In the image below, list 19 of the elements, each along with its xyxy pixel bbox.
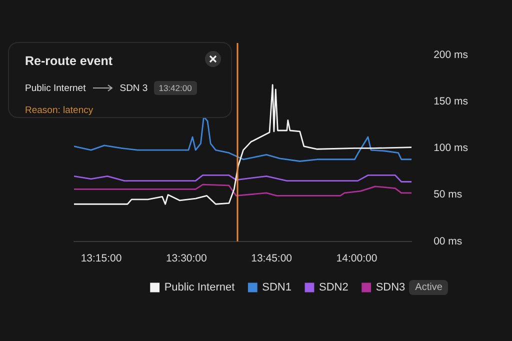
annotation: SDN 3 xyxy=(120,82,148,94)
annotation: 13:42:00 xyxy=(154,81,197,95)
x-tick-label: 13:15:00 xyxy=(80,252,122,265)
y-tick-label: 200 ms xyxy=(434,48,468,61)
y-tick-label: 150 ms xyxy=(434,95,468,108)
x-tick-label: 13:30:00 xyxy=(166,252,208,265)
legend-label: SDN3 xyxy=(376,282,406,294)
legend-label: SDN1 xyxy=(262,282,292,294)
annotation: Re-route event xyxy=(25,54,113,68)
legend-label: Public Internet xyxy=(164,282,235,294)
legend-label: SDN2 xyxy=(318,282,348,294)
annotation: Reason: latency xyxy=(25,105,94,116)
y-tick-label: 50 ms xyxy=(434,188,462,201)
x-tick-label: 14:00:00 xyxy=(336,252,378,265)
annotation: Public Internet xyxy=(25,82,86,94)
y-tick-label: 00 ms xyxy=(434,235,462,248)
x-tick-label: 13:45:00 xyxy=(251,252,292,265)
text: Active xyxy=(409,280,448,295)
y-tick-label: 100 ms xyxy=(434,142,468,154)
